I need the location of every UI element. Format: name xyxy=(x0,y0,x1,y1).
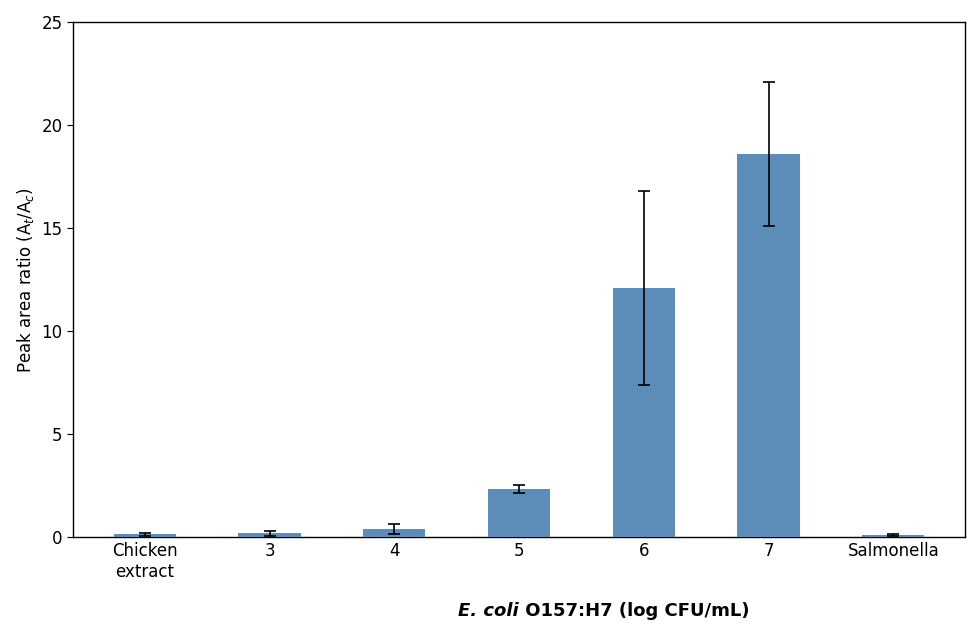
Bar xyxy=(114,535,176,537)
Bar xyxy=(364,529,425,537)
Bar xyxy=(238,533,301,537)
Bar xyxy=(612,288,675,537)
Text: E. coli: E. coli xyxy=(459,601,519,620)
Bar xyxy=(862,535,924,537)
Bar xyxy=(737,154,800,537)
Bar xyxy=(488,489,550,537)
Y-axis label: Peak area ratio (A$_t$/A$_c$): Peak area ratio (A$_t$/A$_c$) xyxy=(15,187,36,372)
Text: O157:H7 (log CFU/mL): O157:H7 (log CFU/mL) xyxy=(519,601,750,620)
